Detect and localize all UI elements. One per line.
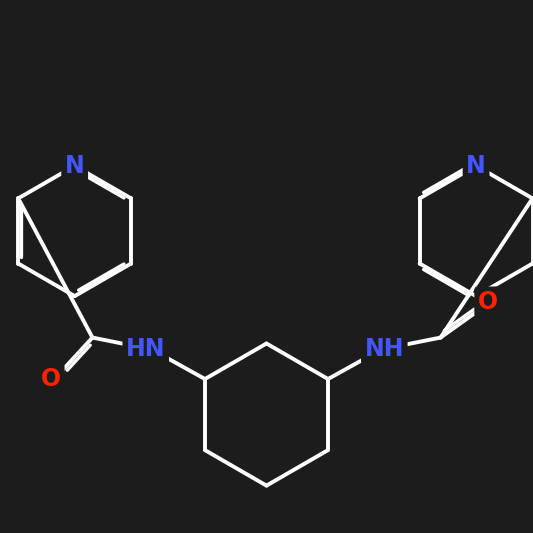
- Text: N: N: [65, 154, 85, 178]
- Text: O: O: [41, 367, 61, 391]
- Text: N: N: [466, 154, 486, 178]
- Text: NH: NH: [365, 337, 404, 361]
- Text: O: O: [478, 290, 498, 314]
- Text: HN: HN: [126, 337, 165, 361]
